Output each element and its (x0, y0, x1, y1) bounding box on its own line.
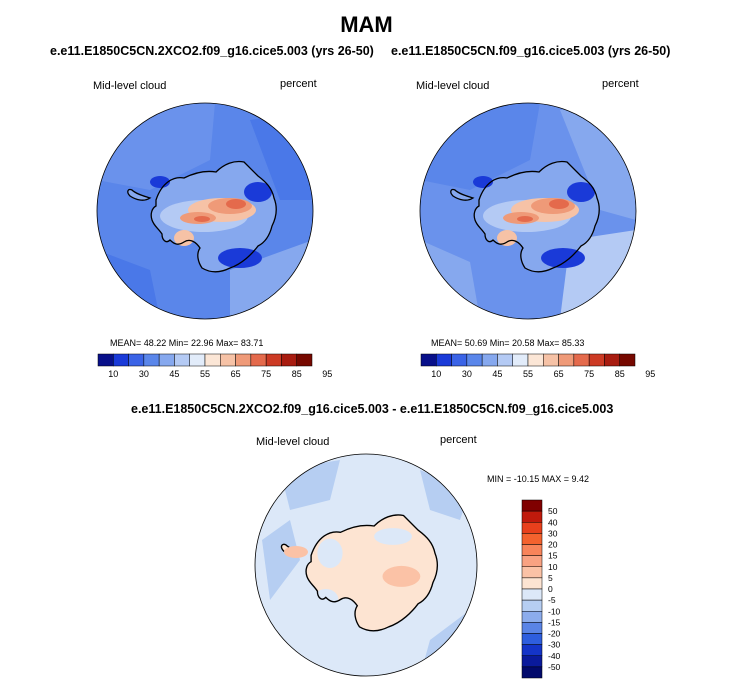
colorbar-tick-label: 0 (548, 584, 553, 594)
stats-top-right: MEAN= 50.69 Min= 20.58 Max= 85.33 (431, 338, 585, 348)
colorbar-swatch (220, 353, 236, 367)
colorbar-tick-label: 65 (554, 369, 564, 379)
colorbar-swatch (250, 353, 267, 367)
colorbar-tick-label: 5 (548, 573, 553, 583)
colorbar-tick-label: 55 (200, 369, 210, 379)
colorbar-swatch (521, 666, 543, 679)
map-top-right (419, 102, 637, 320)
colorbar-tick-label: 85 (615, 369, 625, 379)
colorbar-tick-label: 50 (548, 506, 558, 516)
colorbar-tick-label: -10 (548, 606, 561, 616)
colorbar-swatch (97, 353, 114, 367)
colorbar-swatch (521, 510, 543, 523)
colorbar-swatch (521, 644, 543, 656)
figure-title: MAM (340, 12, 393, 37)
colorbar-swatch (521, 533, 543, 545)
map-bottom-difference (254, 453, 478, 677)
colorbar-tick-label: 95 (322, 369, 332, 379)
variable-label-bottom: Mid-level cloud (256, 436, 330, 448)
stats-top-left: MEAN= 48.22 Min= 22.96 Max= 83.71 (110, 338, 264, 348)
colorbar-tick-label: -5 (548, 595, 556, 605)
colorbar-swatch (527, 353, 544, 367)
colorbar-swatch (158, 353, 175, 367)
colorbar-swatch (512, 353, 529, 367)
colorbar-swatch (481, 353, 498, 367)
colorbar-tick-label: 45 (169, 369, 179, 379)
colorbar-tick-label: 10 (108, 369, 118, 379)
colorbar-tick-label: 10 (431, 369, 441, 379)
units-label-bottom: percent (440, 434, 477, 446)
colorbar-tick-label: -50 (548, 662, 561, 672)
colorbar-tick-label: 15 (548, 551, 558, 561)
colorbar-swatch (521, 655, 543, 668)
colorbar-swatch (143, 353, 160, 367)
colorbar-swatch (543, 353, 559, 367)
colorbar-tick-label: 75 (584, 369, 594, 379)
units-label-top-right: percent (602, 78, 639, 90)
colorbar-swatch (521, 611, 543, 623)
colorbar-top-left: 10 30 45 55 65 75 85 95 (97, 353, 332, 379)
colorbar-tick-label: 10 (548, 562, 558, 572)
colorbar-tick-label: 75 (261, 369, 271, 379)
colorbar-swatch (521, 622, 543, 634)
colorbar-swatch (204, 353, 221, 367)
colorbar-tick-label: -20 (548, 629, 561, 639)
colorbar-tick-label: -15 (548, 617, 561, 627)
colorbar-tick-label: 55 (523, 369, 533, 379)
colorbar-swatch (281, 353, 297, 367)
colorbar-swatch (436, 353, 452, 367)
colorbar-tick-label: 45 (492, 369, 502, 379)
panel-title-bottom: e.e11.E1850C5CN.2XCO2.f09_g16.cice5.003 … (131, 402, 614, 416)
colorbar-swatch (521, 577, 543, 590)
colorbar-swatch (573, 353, 590, 367)
colorbar-swatch (604, 353, 620, 367)
colorbar-swatch (420, 353, 437, 367)
colorbar-swatch (521, 633, 543, 645)
colorbar-swatch (558, 353, 575, 367)
colorbar-swatch (497, 353, 513, 367)
colorbar-swatch (521, 588, 543, 601)
colorbar-swatch (451, 353, 468, 367)
colorbar-tick-label: 95 (645, 369, 655, 379)
colorbar-tick-label: 30 (139, 369, 149, 379)
panel-title-top-right: e.e11.E1850C5CN.f09_g16.cice5.003 (yrs 2… (391, 44, 671, 58)
colorbar-swatch (521, 599, 543, 612)
colorbar-tick-label: 85 (292, 369, 302, 379)
colorbar-tick-label: 30 (462, 369, 472, 379)
colorbar-top-right: 10 30 45 55 65 75 85 95 (420, 353, 655, 379)
colorbar-swatch (128, 353, 145, 367)
colorbar-swatch (265, 353, 282, 367)
colorbar-swatch (235, 353, 252, 367)
colorbar-swatch (588, 353, 605, 367)
colorbar-swatch (521, 555, 543, 567)
colorbar-swatch (521, 544, 543, 556)
colorbar-swatch (113, 353, 129, 367)
colorbar-tick-label: 20 (548, 540, 558, 550)
colorbar-swatch (619, 353, 636, 367)
colorbar-swatch (174, 353, 190, 367)
colorbar-swatch (521, 499, 543, 512)
panel-title-top-left: e.e11.E1850C5CN.2XCO2.f09_g16.cice5.003 … (50, 44, 374, 58)
map-top-left (96, 102, 314, 320)
colorbar-tick-label: 30 (548, 528, 558, 538)
colorbar-swatch (466, 353, 483, 367)
colorbar-tick-label: 40 (548, 517, 558, 527)
colorbar-tick-label: -30 (548, 640, 561, 650)
variable-label-top-right: Mid-level cloud (416, 80, 490, 92)
colorbar-swatch (521, 522, 543, 534)
colorbar-swatch (296, 353, 313, 367)
units-label-top-left: percent (280, 78, 317, 90)
colorbar-tick-label: 65 (231, 369, 241, 379)
colorbar-swatch (189, 353, 206, 367)
stats-bottom: MIN = -10.15 MAX = 9.42 (487, 474, 590, 484)
colorbar-tick-label: -40 (548, 651, 561, 661)
colorbar-swatch (521, 566, 543, 579)
variable-label-top-left: Mid-level cloud (93, 80, 167, 92)
